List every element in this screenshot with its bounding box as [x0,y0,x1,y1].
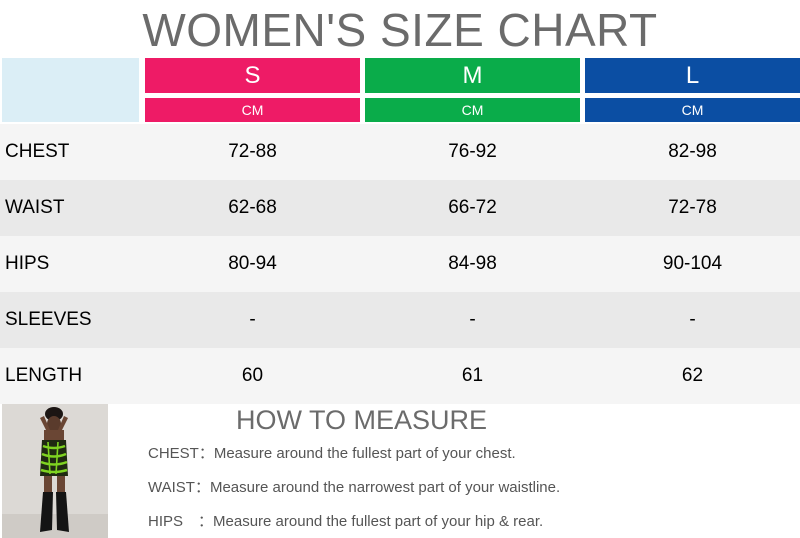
row-label: CHEST [5,141,70,162]
row-label: HIPS [5,253,50,274]
page-title: WOMEN'S SIZE CHART [142,4,658,56]
table-cell: 72-88 [228,141,277,162]
table-cell: 62-68 [228,197,277,218]
measure-note-chest: CHEST：Measure around the fullest part of… [148,445,516,463]
table-row-hips: HIPS 80-94 84-98 90-104 [0,236,800,292]
table-cell: - [689,309,696,330]
table-cell: 82-98 [668,141,717,162]
how-to-measure-title: HOW TO MEASURE [236,405,488,435]
unit-header-l: CM [585,98,800,122]
note-key: HIPS ： [148,513,214,530]
table-row-length: LENGTH 60 61 62 [0,348,800,404]
row-label: LENGTH [5,365,83,386]
table-cell: 60 [241,365,264,386]
note-text: Measure around the fullest part of your … [213,513,544,530]
table-cell: - [469,309,476,330]
model-photo [2,404,108,538]
unit-header-m: CM [365,98,580,122]
note-text: Measure around the fullest part of your … [213,445,516,462]
table-cell: 84-98 [448,253,497,274]
table-cell: 61 [461,365,484,386]
table-cell: 90-104 [662,253,723,274]
table-cell: 72-78 [668,197,717,218]
measure-note-hips: HIPS ：Measure around the fullest part of… [148,513,543,531]
note-text: Measure around the narrowest part of you… [209,479,561,496]
note-key: WAIST： [148,479,210,496]
row-label: WAIST [5,197,65,218]
size-header-s: S [145,58,360,93]
table-cell: 76-92 [448,141,497,162]
note-key: CHEST： [148,445,214,462]
table-cell: 66-72 [448,197,497,218]
table-cell: 62 [681,365,704,386]
measure-note-waist: WAIST：Measure around the narrowest part … [148,479,560,497]
header-corner-cell [2,58,139,122]
table-row-sleeves: SLEEVES - - - [0,292,800,348]
table-cell: 80-94 [228,253,277,274]
size-header-m: M [365,58,580,93]
model-figure-image [2,404,108,538]
size-header-l: L [585,58,800,93]
table-row-waist: WAIST 62-68 66-72 72-78 [0,180,800,236]
table-cell: - [249,309,256,330]
table-row-chest: CHEST 72-88 76-92 82-98 [0,124,800,180]
row-label: SLEEVES [5,309,92,330]
unit-header-s: CM [145,98,360,122]
